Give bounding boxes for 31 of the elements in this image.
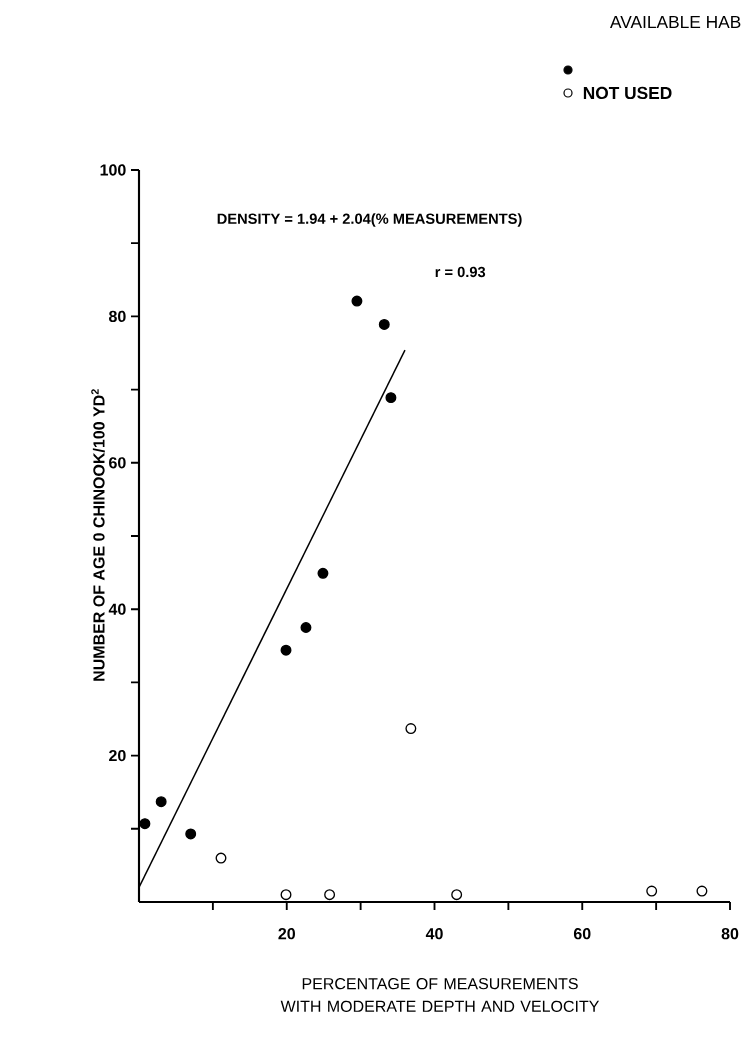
point	[300, 622, 312, 633]
x-tick-label: 40	[425, 928, 443, 940]
y-axis-title: NUMBER OF AGE 0 CHINOOK/100 YD$^{2}$	[91, 389, 105, 681]
point	[696, 885, 708, 897]
point	[405, 723, 417, 734]
point	[139, 818, 151, 830]
point	[351, 295, 363, 307]
annotation: DENSITY = 1.94 + 2.04(% MEASUREMENTS)	[217, 213, 522, 227]
x-tick-label: 80	[721, 928, 739, 940]
y-tick-label: 100	[100, 164, 126, 176]
annotation: r = 0.93	[435, 266, 486, 278]
x-tick-label: 60	[573, 928, 591, 940]
point	[324, 889, 336, 901]
x-axis-title: PERCENTAGE OF MEASUREMENTS WITH MODERATE DEPTH AND VELOCITY	[280, 978, 600, 1012]
point	[385, 392, 397, 404]
y-tick-label: 60	[109, 457, 126, 469]
y-tick-label: 20	[109, 749, 126, 762]
point	[317, 567, 329, 579]
x-tick-label: 20	[278, 928, 295, 940]
point	[451, 889, 463, 901]
point	[215, 852, 227, 864]
point	[280, 889, 292, 901]
y-tick-label: 80	[108, 310, 126, 323]
chart-title: AVAILABLE HAB	[609, 16, 741, 28]
point	[646, 885, 658, 897]
point	[155, 796, 167, 808]
legend-label: NOT USED	[583, 86, 672, 100]
point	[280, 644, 292, 656]
y-tick-label: 40	[108, 603, 126, 615]
point	[185, 828, 197, 840]
point	[378, 318, 390, 330]
